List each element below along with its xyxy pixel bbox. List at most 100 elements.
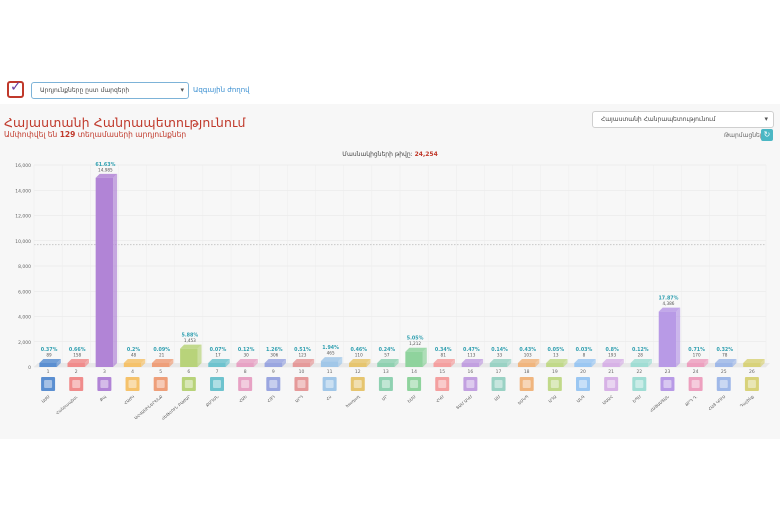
party-logo-mark (747, 380, 756, 388)
value-label: 14,985 (98, 167, 113, 172)
results-type-select[interactable]: Արդյունքները ըստ մարզերի ▾ (31, 82, 189, 99)
category-label: 9 (272, 369, 275, 375)
party-name-label: ԱԱԱՀ (601, 394, 614, 406)
party-logo (378, 377, 393, 391)
party-logo-mark (691, 380, 700, 388)
percent-label: 5.05% (407, 336, 424, 342)
bar-side (676, 307, 681, 367)
category-label: 7 (216, 369, 219, 375)
percent-label: 0.8% (605, 347, 618, 353)
category-label: 15 (439, 369, 445, 375)
value-label: 33 (497, 353, 503, 358)
y-tick-label: 2,000 (18, 340, 31, 346)
bar-side (619, 359, 624, 367)
party-logo-mark (550, 380, 559, 388)
party-logo (294, 377, 309, 391)
party-name-label: ԵՄԿՊ (517, 394, 530, 406)
bar (264, 363, 283, 367)
bar-side (282, 359, 287, 367)
percent-label: 5.88% (182, 333, 199, 339)
bar-top (658, 307, 681, 312)
category-label: 17 (496, 369, 502, 375)
party-logo (632, 377, 647, 391)
national-assembly-link[interactable]: Ազգային ժողով (193, 86, 250, 94)
value-label: 21 (159, 353, 165, 358)
party-name-label: ԱՆԳ (576, 394, 586, 404)
value-label: 13 (553, 353, 559, 358)
bar (574, 363, 592, 367)
party-name-label: ՀԿՄ (435, 393, 446, 403)
region-select[interactable]: Հայաստանի Հանրապետությունում ▾ (592, 111, 774, 128)
party-logo (491, 377, 506, 391)
party-logo (576, 377, 590, 391)
bar-top (630, 359, 653, 363)
bar-top (349, 359, 371, 363)
bar-side (394, 359, 399, 367)
value-label: 78 (722, 353, 728, 358)
percent-label: 0.12% (632, 347, 649, 353)
bar-side (197, 344, 202, 367)
category-label: 19 (552, 369, 558, 375)
party-logo (660, 377, 675, 391)
party-logo-mark (663, 380, 672, 388)
party-logo-mark (100, 380, 109, 388)
refresh-button[interactable]: ↻ (761, 129, 773, 141)
party-logo-mark (438, 380, 447, 388)
bar-side (535, 359, 540, 367)
top-bar: ✓ Արդյունքները ըստ մարզերի ▾ Ազգային ժող… (0, 0, 780, 104)
party-name-label: ԱԺՄ (40, 393, 51, 403)
checkmark-icon: ✓ (10, 79, 22, 95)
bar (686, 363, 705, 367)
value-label: 306 (270, 353, 278, 358)
percent-label: 0.34% (435, 347, 452, 353)
y-tick-label: 16,000 (15, 163, 31, 169)
page-title: Հայաստանի Հանրապետությունում (4, 115, 246, 130)
party-logo (69, 377, 84, 391)
category-label: 18 (524, 369, 530, 375)
party-logo (97, 377, 112, 391)
party-logo (519, 377, 534, 391)
party-logo (547, 377, 562, 391)
party-name-label: ՔՄԴՄՆ (205, 394, 220, 408)
bar-top (39, 359, 61, 363)
bar-top (715, 359, 737, 363)
bar (95, 177, 114, 367)
value-label: 81 (441, 353, 447, 358)
bar (715, 363, 733, 367)
percent-label: 0.05% (548, 347, 565, 353)
results-type-select-value: Արդյունքները ըստ մարզերի (40, 87, 130, 94)
bar-top (180, 344, 202, 349)
category-label: 4 (131, 369, 134, 375)
category-label: 24 (693, 369, 699, 375)
bar (461, 363, 480, 367)
party-logo-mark (353, 380, 362, 388)
bar-top (123, 359, 146, 363)
party-logo-mark (494, 380, 503, 388)
party-logo-mark (184, 380, 193, 388)
party-logo-mark (466, 380, 475, 388)
percent-label: 0.37% (41, 347, 58, 353)
value-label: 30 (243, 353, 249, 358)
bar-side (141, 359, 146, 367)
bar-side (366, 359, 371, 367)
bar (489, 363, 508, 367)
party-name-label: Քպ (98, 394, 107, 402)
party-logo-mark (269, 380, 278, 388)
value-label: 48 (131, 353, 137, 358)
party-logo-mark (579, 380, 587, 388)
bar (320, 361, 339, 367)
bar (292, 363, 311, 367)
bar (236, 363, 254, 367)
category-label: 13 (383, 369, 389, 375)
party-name-label: Հանրապետ. (55, 394, 79, 415)
party-logo (688, 377, 703, 391)
bar-side (113, 173, 118, 367)
party-logo (463, 377, 478, 391)
bar (349, 363, 367, 367)
party-name-label: ԱԴԱ (547, 394, 557, 404)
bar-side (507, 359, 512, 367)
party-logo (41, 377, 56, 391)
bar (546, 363, 564, 367)
y-tick-label: 0 (28, 365, 31, 371)
bar-top (517, 359, 540, 363)
